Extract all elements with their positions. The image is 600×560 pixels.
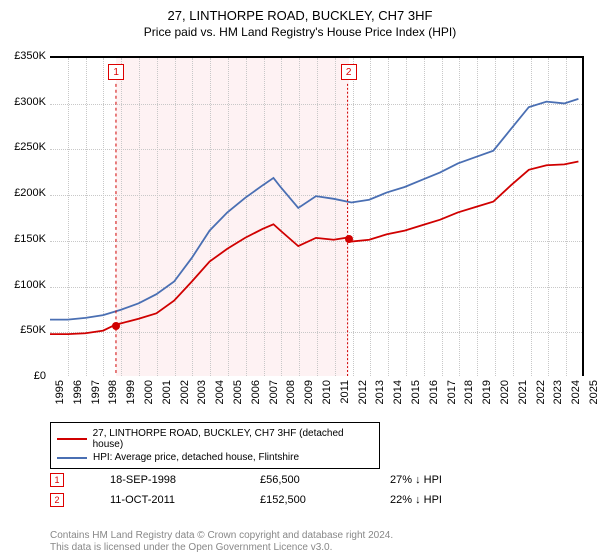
y-axis-tick-label: £250K [2,141,46,153]
y-axis-tick-label: £0 [2,370,46,382]
x-axis-tick-label: 2025 [588,380,600,404]
x-axis-tick-label: 2021 [517,380,529,404]
footer-line-2: This data is licensed under the Open Gov… [50,542,393,554]
x-axis-tick-label: 2018 [463,380,475,404]
x-axis-tick-label: 2019 [481,380,493,404]
x-axis-tick-label: 2016 [428,380,440,404]
sale-vs-hpi: 22% ↓ HPI [390,494,510,506]
x-axis-tick-label: 2015 [410,380,422,404]
page-title: 27, LINTHORPE ROAD, BUCKLEY, CH7 3HF [0,0,600,23]
legend-label: 27, LINTHORPE ROAD, BUCKLEY, CH7 3HF (de… [93,428,373,450]
y-axis-tick-label: £50K [2,324,46,336]
x-axis-tick-label: 2002 [179,380,191,404]
sale-marker-dot [345,235,353,243]
x-axis-tick-label: 2004 [214,380,226,404]
y-axis-tick-label: £300K [2,96,46,108]
x-axis-tick-label: 2008 [285,380,297,404]
sale-marker-dot [112,322,120,330]
sale-date: 18-SEP-1998 [110,474,230,486]
x-axis-tick-label: 2024 [570,380,582,404]
sales-row: 1 18-SEP-1998 £56,500 27% ↓ HPI [50,470,550,490]
x-axis-tick-label: 1996 [72,380,84,404]
x-axis-tick-label: 2001 [161,380,173,404]
x-axis-tick-label: 2006 [250,380,262,404]
legend-swatch [57,457,87,459]
sale-price: £56,500 [260,474,360,486]
x-axis-tick-label: 1998 [107,380,119,404]
y-axis-tick-label: £100K [2,279,46,291]
x-axis-tick-label: 2022 [535,380,547,404]
legend-row: HPI: Average price, detached house, Flin… [57,451,373,464]
y-axis-tick-label: £150K [2,233,46,245]
y-axis-tick-label: £200K [2,187,46,199]
x-axis-tick-label: 2005 [232,380,244,404]
legend-row: 27, LINTHORPE ROAD, BUCKLEY, CH7 3HF (de… [57,427,373,451]
series-line [50,162,578,335]
chart-plot-area: 12 [50,56,584,376]
sales-table: 1 18-SEP-1998 £56,500 27% ↓ HPI 2 11-OCT-2011… [50,470,550,510]
legend: 27, LINTHORPE ROAD, BUCKLEY, CH7 3HF (de… [50,422,380,469]
x-axis-tick-label: 2020 [499,380,511,404]
sale-date: 11-OCT-2011 [110,494,230,506]
series-line [50,99,578,320]
sale-price: £152,500 [260,494,360,506]
x-axis-tick-label: 2014 [392,380,404,404]
x-axis-tick-label: 2009 [303,380,315,404]
sale-index-badge: 1 [50,473,64,487]
x-axis-tick-label: 2003 [196,380,208,404]
x-axis-tick-label: 2017 [446,380,458,404]
x-axis-tick-label: 2000 [143,380,155,404]
x-axis-tick-label: 1995 [54,380,66,404]
sale-index-badge: 2 [50,493,64,507]
sales-row: 2 11-OCT-2011 £152,500 22% ↓ HPI [50,490,550,510]
x-axis-tick-label: 2012 [357,380,369,404]
chart-lines [50,58,582,376]
x-axis-tick-label: 1997 [90,380,102,404]
page-subtitle: Price paid vs. HM Land Registry's House … [0,23,600,39]
x-axis-tick-label: 1999 [125,380,137,404]
sale-vs-hpi: 27% ↓ HPI [390,474,510,486]
x-axis-tick-label: 2023 [552,380,564,404]
y-axis-tick-label: £350K [2,50,46,62]
footer-attribution: Contains HM Land Registry data © Crown c… [50,530,393,554]
x-axis-tick-label: 2013 [374,380,386,404]
footer-line-1: Contains HM Land Registry data © Crown c… [50,530,393,542]
legend-swatch [57,438,87,440]
legend-label: HPI: Average price, detached house, Flin… [93,452,299,463]
x-axis-tick-label: 2011 [339,380,351,404]
x-axis-tick-label: 2007 [268,380,280,404]
x-axis-tick-label: 2010 [321,380,333,404]
